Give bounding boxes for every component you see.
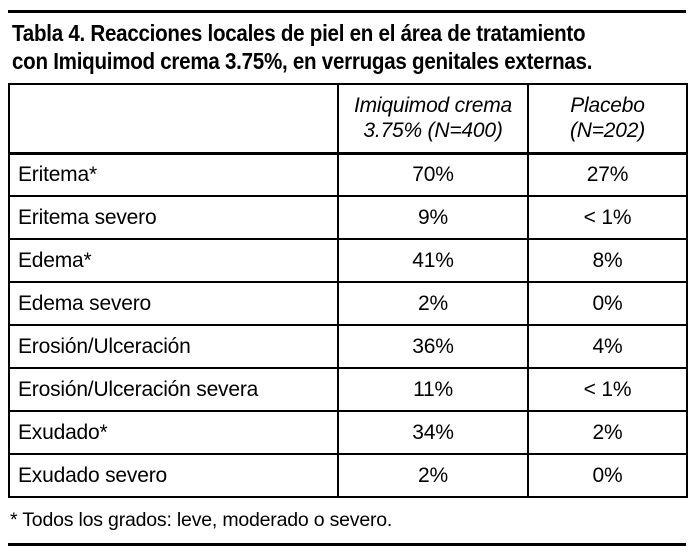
header-row: Imiquimod crema 3.75% (N=400) Placebo (N… — [8, 83, 688, 155]
table-title-line2: con Imiquimod crema 3.75%, en verrugas g… — [12, 48, 593, 74]
table-row: Erosión/Ulceración severa 11% < 1% — [8, 367, 688, 412]
top-rule — [8, 10, 686, 13]
header-placebo-line2: (N=202) — [569, 119, 646, 143]
imiquimod-value: 11% — [337, 367, 529, 412]
imiquimod-value: 2% — [337, 453, 529, 498]
placebo-value: 2% — [527, 410, 688, 455]
imiquimod-value: 36% — [337, 324, 529, 369]
row-label: Eritema* — [8, 152, 339, 197]
row-label: Exudado severo — [8, 453, 339, 498]
table-row: Erosión/Ulceración 36% 4% — [8, 324, 688, 369]
table-row: Eritema severo 9% < 1% — [8, 195, 688, 240]
row-label: Erosión/Ulceración — [8, 324, 339, 369]
table-title: Tabla 4. Reacciones locales de piel en e… — [12, 19, 686, 75]
table-row: Exudado* 34% 2% — [8, 410, 688, 455]
header-reaction-cell — [8, 83, 339, 155]
header-imiquimod-line1: Imiquimod crema — [353, 94, 513, 118]
placebo-value: < 1% — [527, 367, 688, 412]
placebo-value: 0% — [527, 281, 688, 326]
imiquimod-value: 34% — [337, 410, 529, 455]
table-row: Edema* 41% 8% — [8, 238, 688, 283]
placebo-value: 0% — [527, 453, 688, 498]
header-imiquimod-line2: 3.75% (N=400) — [363, 119, 503, 143]
imiquimod-value: 9% — [337, 195, 529, 240]
header-placebo-line1: Placebo — [570, 94, 645, 118]
row-label: Edema* — [8, 238, 339, 283]
imiquimod-value: 41% — [337, 238, 529, 283]
imiquimod-value: 2% — [337, 281, 529, 326]
row-label: Eritema severo — [8, 195, 339, 240]
header-imiquimod-cell: Imiquimod crema 3.75% (N=400) — [337, 83, 529, 155]
table-row: Exudado severo 2% 0% — [8, 453, 688, 498]
row-label: Exudado* — [8, 410, 339, 455]
row-label: Erosión/Ulceración severa — [8, 367, 339, 412]
table-title-line1: Tabla 4. Reacciones locales de piel en e… — [12, 20, 586, 46]
table-footnote: * Todos los grados: leve, moderado o sev… — [10, 509, 393, 531]
placebo-value: 4% — [527, 324, 688, 369]
table-row: Edema severo 2% 0% — [8, 281, 688, 326]
bottom-rule — [8, 543, 686, 546]
placebo-value: 8% — [527, 238, 688, 283]
reactions-table: Imiquimod crema 3.75% (N=400) Placebo (N… — [8, 83, 688, 498]
row-label: Edema severo — [8, 281, 339, 326]
header-placebo-cell: Placebo (N=202) — [527, 83, 688, 155]
placebo-value: 27% — [527, 152, 688, 197]
table-row: Eritema* 70% 27% — [8, 152, 688, 197]
imiquimod-value: 70% — [337, 152, 529, 197]
placebo-value: < 1% — [527, 195, 688, 240]
